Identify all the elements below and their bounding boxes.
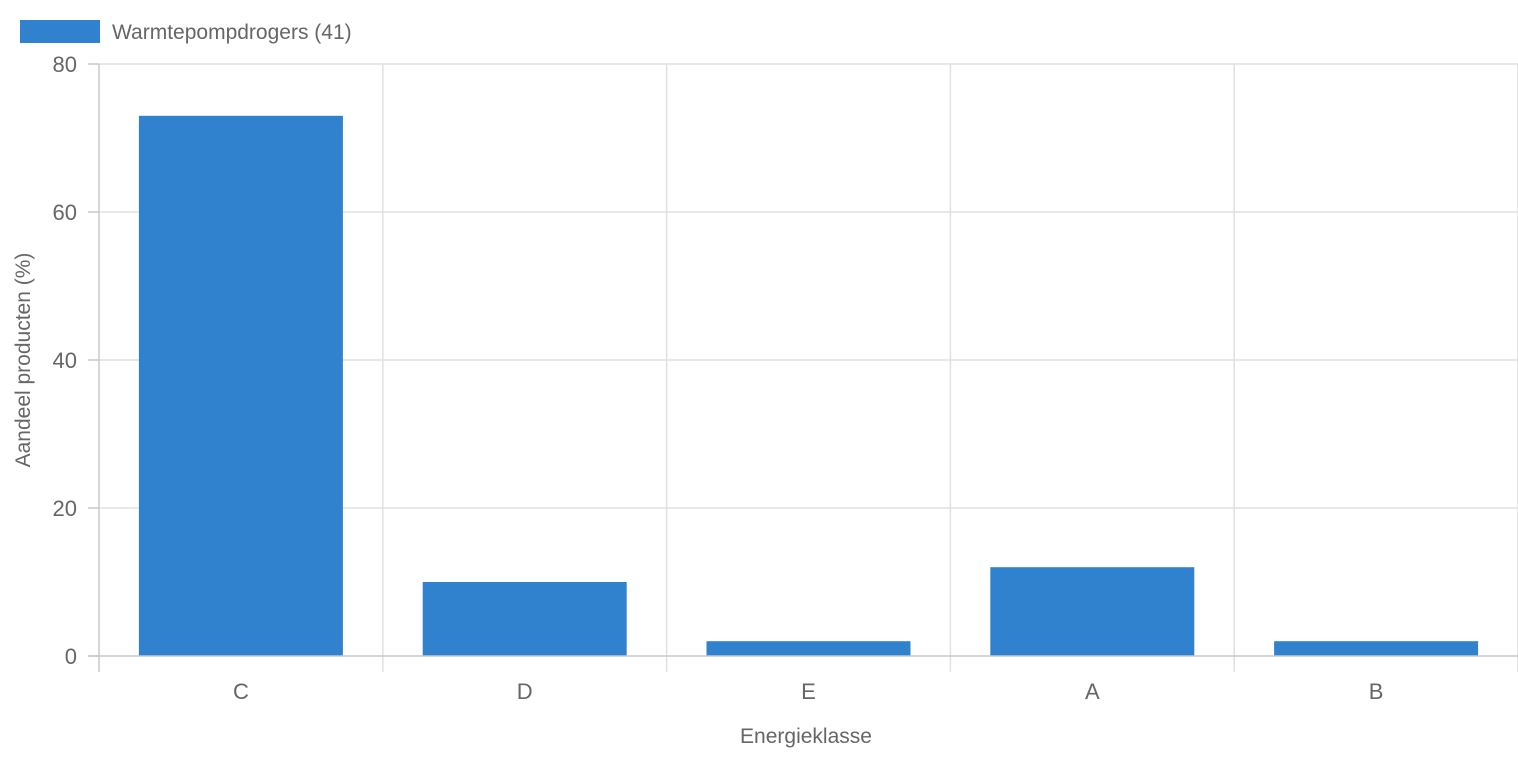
x-tick-label: C [233, 679, 249, 704]
y-tick-label: 80 [53, 52, 77, 77]
y-tick-label: 20 [53, 496, 77, 521]
bar-A[interactable] [990, 567, 1195, 656]
x-tick-label: A [1085, 679, 1100, 704]
bar-C[interactable] [138, 115, 343, 657]
x-axis-title: Energieklasse [740, 725, 872, 748]
y-axis-title: Aandeel producten (%) [12, 253, 35, 468]
y-tick-label: 60 [53, 200, 77, 225]
legend-swatch[interactable] [20, 20, 100, 43]
x-tick-label: D [517, 679, 533, 704]
bars [138, 115, 1479, 657]
bar-D[interactable] [422, 582, 627, 656]
x-tick-label: B [1369, 679, 1384, 704]
y-tick-label: 40 [53, 348, 77, 373]
bar-E[interactable] [706, 641, 911, 656]
y-tick-labels: 0 20 40 60 80 [53, 52, 77, 669]
bar-B[interactable] [1274, 641, 1479, 656]
x-tick-label: E [801, 679, 816, 704]
axes [88, 63, 1518, 672]
legend-label[interactable]: Warmtepompdrogers (41) [112, 21, 352, 44]
y-tick-label: 0 [65, 644, 77, 669]
legend[interactable]: Warmtepompdrogers (41) [20, 20, 352, 44]
